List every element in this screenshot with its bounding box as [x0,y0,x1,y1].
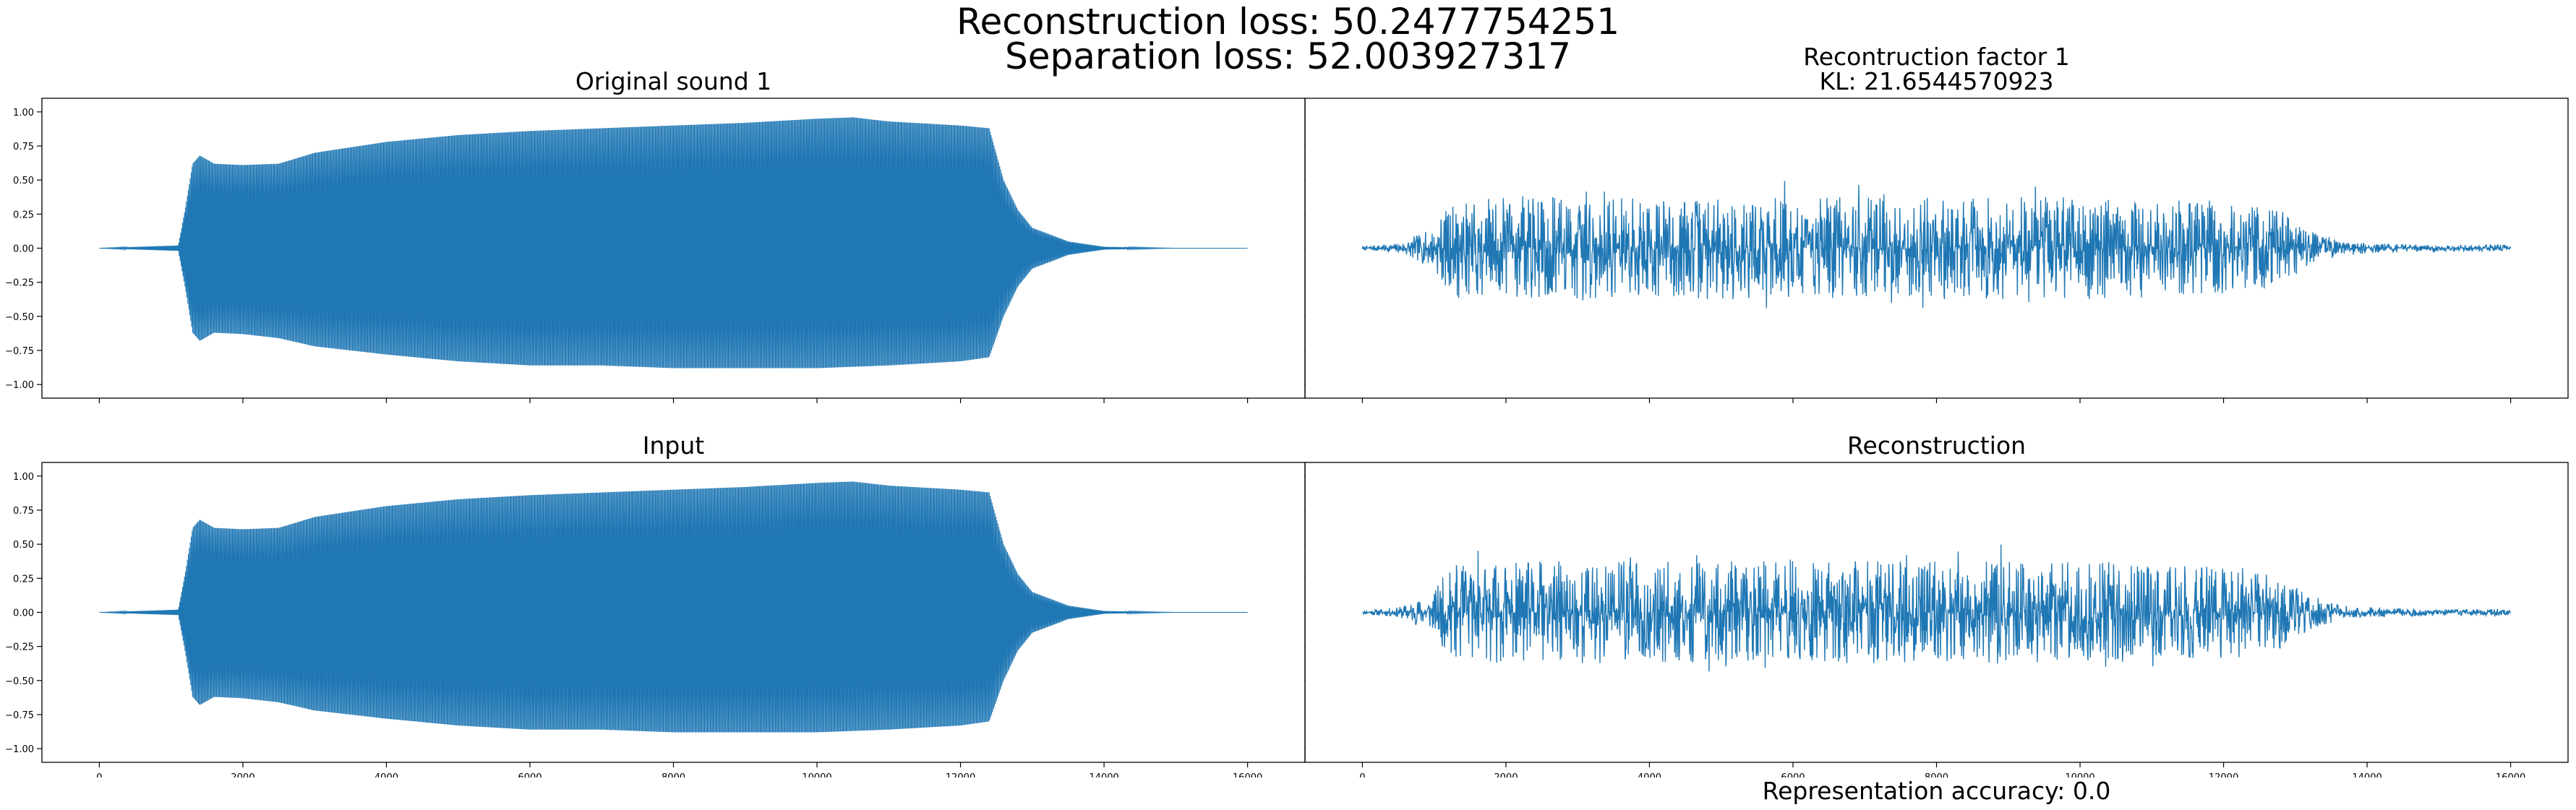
input-ytick-label: −1.00 [5,744,34,755]
input-ytick-label: 1.00 [13,472,34,483]
reconstruction-xtick-label: 10000 [2065,772,2094,777]
input-ytick-label: −0.75 [5,710,34,721]
input-ytick-label: 0.50 [13,540,34,551]
axes-input: −1.00 −0.75 −0.50 −0.25 0.00 0.25 0.50 0.75 1.00… [5,462,1306,777]
reconstruction-xtick-label: 16000 [2496,772,2525,777]
input-xtick-label: 4000 [375,772,398,777]
axes-recon-factor [1304,98,2569,403]
original-ytick-label: 0.75 [13,142,34,152]
reconstruction-xtick-label: 12000 [2209,772,2238,777]
input-xtick-label: 8000 [662,772,685,777]
reconstruction-xtick-label: 6000 [1781,772,1805,777]
input-xtick-label: 6000 [518,772,542,777]
input-xtick-label: 14000 [1089,772,1118,777]
original-ytick-label: 0.00 [13,244,34,255]
original-ytick-label: 0.25 [13,210,34,220]
original-ytick-label: −0.50 [5,312,34,323]
input-ytick-label: 0.25 [13,574,34,585]
input-ytick-label: 0.00 [13,608,34,619]
representation-accuracy: Representation accuracy: 0.0 [1762,777,2111,805]
reconstruction-waveform-line [1362,544,2512,672]
reconstruction-xtick-label: 14000 [2352,772,2382,777]
original-ytick-label: −0.25 [5,278,34,289]
axes-title-recon-factor: Recontruction factor 1 [1803,43,2070,71]
original-ytick-label: 0.50 [13,176,34,186]
axes-title-original: Original sound 1 [575,67,772,95]
reconstruction-xtick-label: 2000 [1494,772,1518,777]
suptitle-separation-loss: Separation loss: 52.003927317 [1005,35,1571,77]
input-waveform-line [99,481,1248,733]
axes-original-sound: −1.00 −0.75 −0.50 −0.25 0.00 0.25 0.50 0.75 1.00 [5,98,1306,403]
original-ytick-label: 1.00 [13,108,34,119]
input-ytick-label: −0.25 [5,642,34,653]
axes-title-input: Input [642,431,705,460]
axes-title-reconstruction: Reconstruction [1847,431,2026,460]
axes-reconstruction: 0 2000 4000 6000 8000 10000 12000 14000 16000 [1304,462,2569,777]
recon-factor-waveform-line [1361,181,2512,309]
input-xtick-label: 0 [96,772,102,777]
reconstruction-xtick-label: 0 [1359,772,1365,777]
input-xtick-label: 2000 [231,772,254,777]
input-xtick-label: 12000 [946,772,975,777]
original-waveform-line [99,117,1248,369]
original-ytick-label: −1.00 [5,380,34,391]
input-ytick-label: 0.75 [13,506,34,517]
reconstruction-xtick-label: 8000 [1925,772,1948,777]
reconstruction-xtick-label: 4000 [1638,772,1661,777]
input-xtick-label: 16000 [1233,772,1262,777]
input-xtick-label: 10000 [802,772,831,777]
axes-subtitle-kl: KL: 21.6544570923 [1819,67,2054,95]
input-ytick-label: −0.50 [5,676,34,687]
suptitle-reconstruction-loss: Reconstruction loss: 50.2477754251 [956,1,1620,43]
original-ytick-label: −0.75 [5,346,34,357]
